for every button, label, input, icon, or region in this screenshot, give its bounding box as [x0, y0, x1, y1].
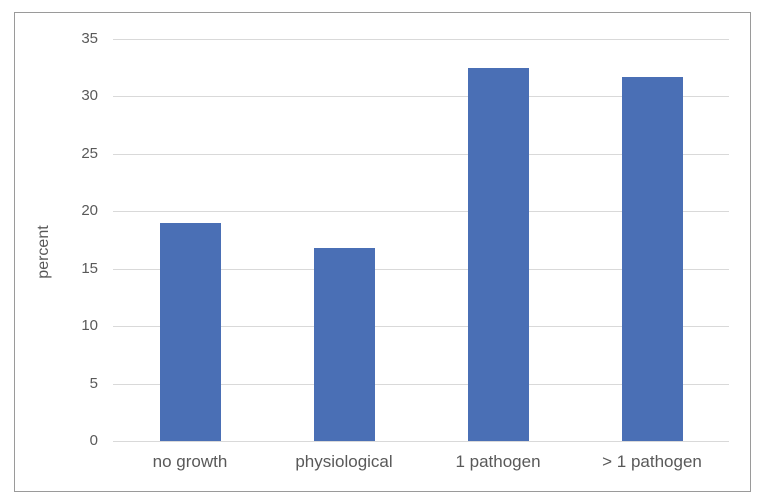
gridline — [113, 441, 729, 442]
y-tick-label: 20 — [81, 202, 98, 220]
y-tick-label: 10 — [81, 317, 98, 335]
bar — [467, 67, 529, 441]
y-axis-label: percent — [35, 225, 52, 279]
gridline — [113, 383, 729, 385]
gridline — [113, 96, 729, 98]
y-tick-label: 15 — [81, 259, 98, 277]
y-tick-label: 35 — [81, 30, 98, 47]
gridline — [113, 268, 729, 270]
x-tick-label: > 1 pathogen — [602, 452, 702, 471]
bar — [621, 76, 683, 441]
gridline — [113, 326, 729, 328]
y-tick-label: 0 — [89, 432, 98, 449]
bar — [159, 222, 221, 441]
y-tick-label: 25 — [81, 144, 98, 162]
gridline — [113, 153, 729, 155]
y-tick-label: 30 — [81, 87, 98, 105]
bar — [313, 248, 375, 441]
gridline — [113, 211, 729, 213]
x-tick-label: physiological — [295, 452, 393, 471]
y-tick-label: 5 — [89, 374, 98, 392]
gridline — [113, 39, 729, 40]
x-tick-label: no growth — [152, 452, 228, 471]
x-tick-label: 1 pathogen — [455, 452, 541, 471]
